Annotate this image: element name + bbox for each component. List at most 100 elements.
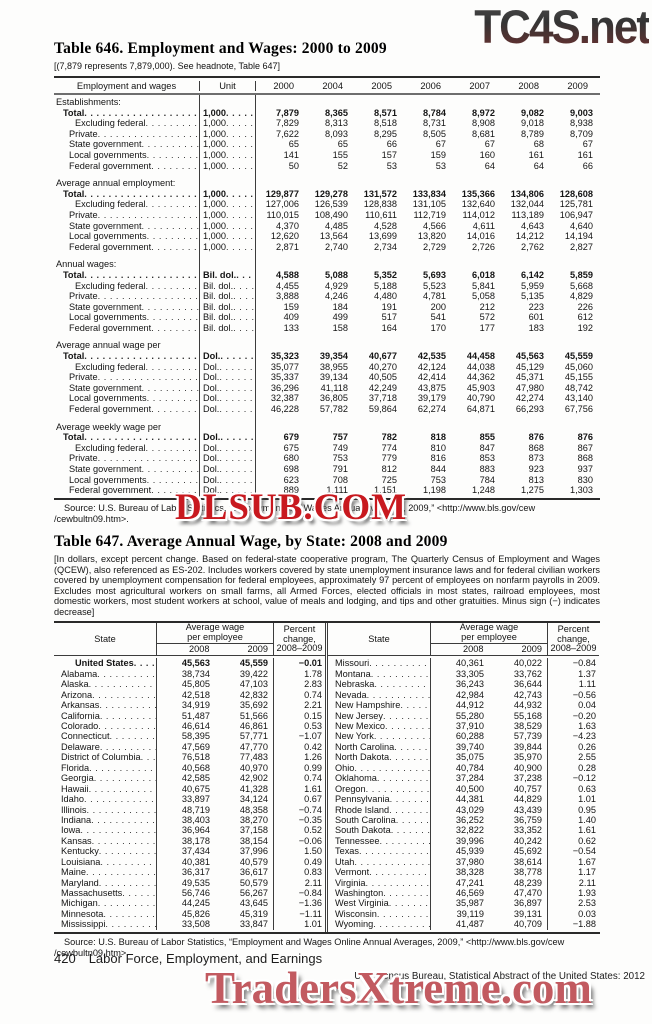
dot-leader <box>383 888 430 898</box>
percent-change-cell: 0.62 <box>578 835 596 846</box>
dot-leader <box>369 867 430 877</box>
value-cell: 1,198 <box>423 485 446 496</box>
value-cell: 2,762 <box>521 241 544 252</box>
state-label: Arizona <box>61 689 93 700</box>
section-heading-label: Average annual employment: <box>56 178 176 189</box>
row-label-cell: Federal government <box>54 485 200 496</box>
dot-leader <box>365 878 430 888</box>
value-cell: 4,246 <box>325 291 348 302</box>
dot-leader <box>98 210 199 221</box>
value-cell: 46,228 <box>270 404 299 415</box>
wage-2009-cell: 40,757 <box>493 783 548 795</box>
unit-cell: 1,000 <box>200 241 256 253</box>
wage-2008-cell: 42,984 <box>455 689 484 700</box>
value-cell: 810 <box>430 442 446 453</box>
wage-group-label: Average wage per employee <box>157 623 273 644</box>
value-cell: 4,781 <box>423 291 446 302</box>
row-label: Excluding federal <box>75 118 146 129</box>
dot-leader <box>145 281 199 292</box>
empty-unit-cell <box>200 340 256 352</box>
table-row: New York 60,288 57,739 −4.23 <box>328 731 599 742</box>
unit-value: Dol. <box>203 442 220 453</box>
wage-2008-cell: 43,029 <box>455 804 484 815</box>
empty-unit-cell <box>200 421 256 433</box>
value-cell: 517 <box>381 312 397 323</box>
value-cell: 1,275 <box>521 485 544 496</box>
row-label-cell: Local governments <box>54 231 200 242</box>
wage-2009-cell: 35,970 <box>493 752 548 763</box>
column-header-year: 2004 <box>322 80 343 91</box>
value-cell: 42,535 <box>417 351 446 362</box>
value-cell: 2,729 <box>423 241 446 252</box>
table-row: Local governments 1,000 141 155 157 159 160 161… <box>54 149 600 161</box>
table-row: Georgia 42,585 42,902 0.74 <box>54 773 325 784</box>
percent-change-cell: 0.49 <box>304 856 322 867</box>
section-spacer <box>54 252 600 260</box>
value-cell: 4,829 <box>570 291 593 302</box>
dot-leader <box>145 199 199 210</box>
percent-change-cell: 0.03 <box>578 908 596 919</box>
wage-2009-cell: 45,692 <box>493 846 548 857</box>
state-cell: United States <box>54 658 157 669</box>
value-cell: 5,058 <box>472 291 495 302</box>
value-cell: 133,834 <box>412 188 446 199</box>
unit-cell: Bil. dol. <box>200 291 256 302</box>
table-row: Arizona 42,518 42,832 0.74 <box>54 689 325 701</box>
dot-leader <box>226 139 255 150</box>
table-row: State government 1,000 4,370 4,485 4,528 4,56… <box>54 220 600 232</box>
state-cell: West Virginia <box>328 898 431 909</box>
table-row: West Virginia 35,987 36,897 2.53 <box>328 898 599 909</box>
state-label: Nevada <box>335 689 367 700</box>
state-cell: Minnesota <box>54 908 157 920</box>
wage-2008-cell: 35,075 <box>455 752 484 763</box>
state-label: New York <box>335 731 374 742</box>
state-label: Iowa <box>61 825 81 836</box>
value-cell: 39,354 <box>319 351 348 362</box>
column-header-state: State <box>54 623 157 656</box>
table-row: Excluding federal 1,000 127,006 126,539 128,… <box>54 199 600 210</box>
wage-2009-cell: 57,771 <box>219 731 274 742</box>
row-label: Federal government <box>69 241 152 252</box>
state-cell: Idaho <box>54 794 157 805</box>
table-row: Local governments Dol. 623 708 725 753 784 813 8… <box>54 474 600 486</box>
table-647: State Average wage per employee 2008 200… <box>54 621 600 934</box>
wage-2009-cell: 48,358 <box>219 804 274 815</box>
dot-leader <box>89 784 156 794</box>
dot-leader <box>98 291 199 302</box>
value-cell: 8,365 <box>325 107 348 118</box>
value-cell: 5,135 <box>521 291 544 302</box>
dot-leader <box>220 432 255 443</box>
row-label-cell: Private <box>54 128 200 140</box>
value-cell: 39,179 <box>417 393 446 404</box>
table-row: District of Columbia 76,518 77,483 1.26 <box>54 752 325 763</box>
section-heading-row: Annual wages: <box>54 259 600 270</box>
empty-unit-cell <box>200 97 256 108</box>
wage-2009-cell: 34,124 <box>219 794 274 805</box>
value-cell: 4,455 <box>276 280 299 291</box>
wage-2009-cell: 77,483 <box>219 752 274 763</box>
table-646-headnote: [(7,879 represents 7,879,000). See headn… <box>54 61 281 71</box>
value-cell: 2,827 <box>570 241 593 252</box>
value-cell: 5,352 <box>374 269 397 280</box>
percent-change-cell: −0.56 <box>572 689 596 700</box>
state-cell: Rhode Island <box>328 804 431 815</box>
state-label: Delaware <box>61 741 100 752</box>
wage-2008-cell: 44,912 <box>455 700 484 711</box>
row-label-cell: State government <box>54 139 200 150</box>
state-label: District of Columbia <box>61 752 141 763</box>
state-label: Kansas <box>61 835 92 846</box>
state-cell: Kansas <box>54 835 157 847</box>
column-header-state: State <box>328 623 431 656</box>
value-cell: 8,784 <box>423 107 446 118</box>
wage-2009-cell: 33,762 <box>493 668 548 680</box>
percent-change-cell: 0.26 <box>578 741 596 752</box>
row-label-cell: Federal government <box>54 241 200 253</box>
wage-2008-cell: 36,252 <box>455 814 484 825</box>
table-row: Private Dol. 35,337 39,134 40,505 42,414 44,36… <box>54 372 600 383</box>
value-cell: 13,820 <box>417 231 446 242</box>
table-row: State government Dol. 36,296 41,118 42,249 43… <box>54 382 600 394</box>
row-label: Total <box>63 351 85 362</box>
table-row: Wisconsin 39,119 39,131 0.03 <box>328 908 599 920</box>
state-label: Hawaii <box>61 783 89 794</box>
dot-leader <box>367 690 430 700</box>
